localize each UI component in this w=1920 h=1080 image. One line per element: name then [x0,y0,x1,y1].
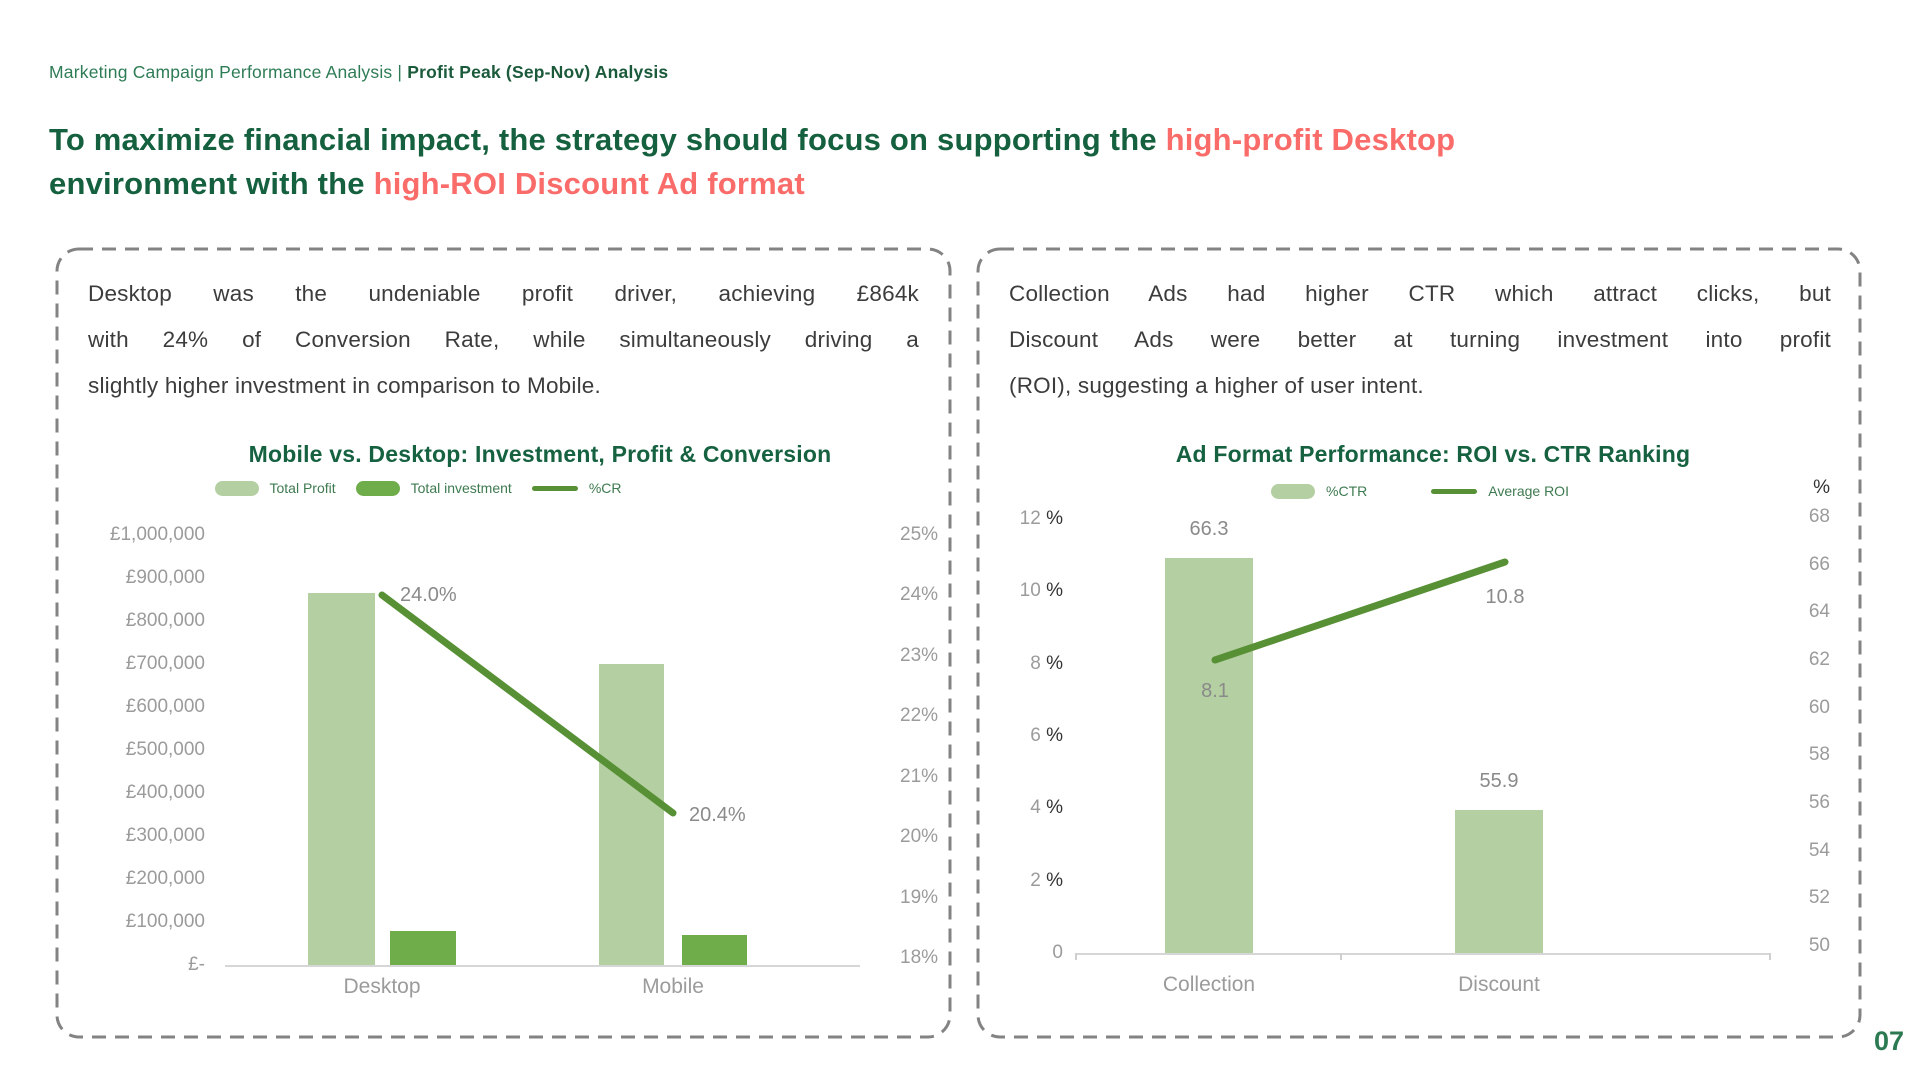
conversion-axis-tick: 24% [900,584,939,606]
body-line: with 24% of Conversion Rate, while simul… [88,327,919,352]
bar-value-label: 66.3 [1189,518,1229,540]
bar-total-profit-mobile [599,664,664,965]
money-axis-tick: £1,000,000 [109,524,205,545]
breadcrumb-bold: Profit Peak (Sep-Nov) Analysis [407,62,669,82]
bar-value-label: 55.9 [1479,770,1519,792]
right-chart-legend: %CTR Average ROI [1120,483,1720,499]
conversion-axis-tick: 25% [900,524,939,545]
page-number: 07 [1873,1026,1904,1056]
line-value-label: 20.4% [689,804,746,826]
x-axis-line [1075,953,1770,955]
ctr-axis-unit: % [1813,477,1830,498]
title-green-text: To maximize financial impact, the strate… [49,122,1166,157]
cr-line-swatch [531,485,578,491]
x-axis-tick [1075,953,1077,960]
body-line: Desktop was the undeniable profit driver… [88,281,919,306]
category-label-collection: Collection [1162,973,1256,996]
legend-item-average-roi: Average ROI [1431,483,1569,499]
total-profit-swatch [214,480,259,496]
conversion-axis-tick: 20% [900,826,939,848]
money-axis-tick: £300,000 [125,825,205,846]
money-axis-tick: £800,000 [125,610,205,631]
body-line: (ROI), suggesting a higher of user inten… [1009,373,1424,398]
page-title-line2: environment with the high-ROI Discount A… [49,162,1869,206]
ctr-axis-tick: 50 [1808,935,1830,956]
roi-axis-tick: 12 % [1019,508,1063,529]
bar-total-profit-desktop [308,593,375,965]
page-title-line1: To maximize financial impact, the strate… [49,118,1869,162]
legend-item-total-profit: Total Profit [214,480,336,496]
conversion-axis-tick: 23% [900,644,939,666]
bar--ctr-collection [1165,558,1253,953]
money-axis-tick: £600,000 [125,696,205,717]
breadcrumb-regular: Marketing Campaign Performance Analysis … [49,62,408,82]
roi-axis-tick: 0 [1052,942,1063,963]
title-red-highlight-discount: high-ROI Discount Ad format [373,166,805,201]
category-label-desktop: Desktop [343,975,421,998]
ctr-axis-tick: 68 [1808,506,1830,527]
right-chart-title: Ad Format Performance: ROI vs. CTR Ranki… [1175,441,1691,467]
money-axis-tick: £500,000 [125,739,205,760]
roi-axis-tick: 8 % [1030,652,1063,674]
left-insight-card: Desktop was the undeniable profit driver… [55,247,952,1039]
x-axis-tick [1340,953,1342,960]
legend-item-total-investment: Total investment [355,480,512,496]
left-card-body: Desktop was the undeniable profit driver… [88,271,919,409]
title-green-text-2: environment with the [49,166,374,201]
roi-line-swatch [1431,488,1478,494]
roi-axis-tick: 4 % [1030,797,1063,819]
left-chart-legend: Total Profit Total investment %CR [115,480,721,496]
body-line: Discount Ads were better at turning inve… [1009,327,1831,352]
money-axis-tick: £100,000 [125,911,205,932]
money-axis-tick: £900,000 [125,567,205,588]
conversion-axis-tick: 19% [900,886,939,908]
legend-item-cr: %CR [531,480,622,496]
line-value-label: 8.1 [1201,680,1229,702]
ctr-axis-tick: 62 [1808,649,1830,670]
bar-total-investment-mobile [682,935,747,965]
ctr-axis-tick: 54 [1808,839,1830,861]
x-axis-tick [1769,953,1771,960]
ctr-axis-tick: 58 [1808,744,1830,766]
body-line: slightly higher investment in comparison… [88,373,601,398]
legend-label: %CR [588,480,622,496]
ctr-axis-tick: 52 [1808,887,1830,909]
roi-axis-tick: 10 % [1019,580,1063,602]
legend-label: %CTR [1326,483,1368,499]
left-chart-title: Mobile vs. Desktop: Investment, Profit &… [248,441,832,467]
category-label-mobile: Mobile [642,975,704,998]
money-axis-tick: £700,000 [125,653,205,674]
line-value-label: 10.8 [1485,586,1525,608]
category-label-discount: Discount [1458,973,1540,996]
right-card-body: Collection Ads had higher CTR which attr… [1009,271,1831,409]
line-value-label: 24.0% [400,584,457,606]
ctr-swatch [1271,483,1316,499]
breadcrumb: Marketing Campaign Performance Analysis … [49,62,668,83]
ctr-axis-tick: 56 [1808,792,1830,813]
conversion-axis-tick: 18% [900,947,939,968]
money-axis-tick: £- [188,954,205,975]
page-title: To maximize financial impact, the strate… [49,118,1869,206]
total-investment-swatch [355,480,400,496]
ctr-axis-tick: 66 [1808,553,1830,575]
money-axis-tick: £400,000 [125,782,205,803]
legend-item-ctr: %CTR [1271,483,1367,499]
legend-label: Total investment [410,480,512,496]
roi-axis-tick: 6 % [1030,725,1063,746]
conversion-axis-tick: 22% [900,705,939,727]
ctr-axis-tick: 60 [1808,696,1830,718]
bar--ctr-discount [1455,810,1543,953]
x-axis-line [225,965,860,967]
roi-axis-tick: 2 % [1030,869,1063,891]
legend-label: Total Profit [269,480,336,496]
money-axis-tick: £200,000 [125,868,205,889]
ctr-axis-tick: 64 [1808,601,1830,623]
title-red-highlight-desktop: high-profit Desktop [1165,122,1456,157]
conversion-axis-tick: 21% [900,765,939,787]
body-line: Collection Ads had higher CTR which attr… [1009,281,1831,306]
bar-total-investment-desktop [390,931,456,965]
legend-label: Average ROI [1488,483,1569,499]
right-insight-card: Collection Ads had higher CTR which attr… [976,247,1862,1039]
